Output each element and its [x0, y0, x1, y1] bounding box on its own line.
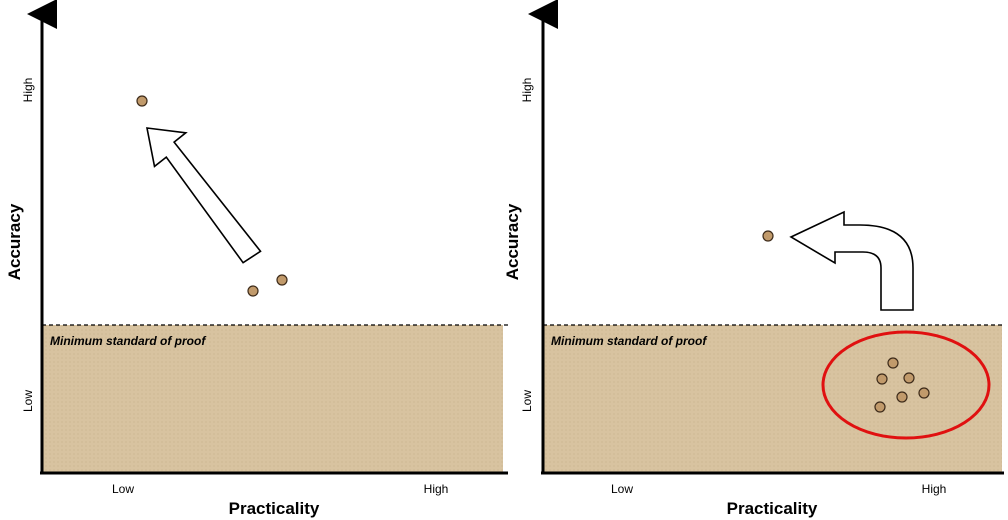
left-panel: Minimum standard of proof Accuracy High … [5, 0, 510, 518]
cluster-point-2 [876, 373, 888, 385]
cluster-point-5 [896, 391, 908, 403]
curved-up-left-arrow-icon [789, 210, 914, 311]
left-point-high [136, 95, 148, 107]
left-point-low-1 [247, 285, 259, 297]
right-x-high-label: High [922, 482, 947, 496]
straight-up-left-arrow-icon [146, 127, 262, 264]
cluster-point-3 [903, 372, 915, 384]
left-threshold-label: Minimum standard of proof [50, 334, 206, 348]
left-below-standard-zone [42, 325, 503, 473]
right-below-standard-zone [543, 325, 1002, 473]
cluster-point-1 [887, 357, 899, 369]
left-y-high-label: High [21, 78, 35, 103]
left-x-axis-title: Practicality [229, 499, 320, 518]
left-y-low-label: Low [21, 390, 35, 412]
right-point-isolated [762, 230, 774, 242]
right-y-low-label: Low [520, 390, 534, 412]
right-x-low-label: Low [611, 482, 633, 496]
right-y-axis-title: Accuracy [503, 203, 522, 280]
left-point-low-2 [276, 274, 288, 286]
cluster-point-4 [918, 387, 930, 399]
right-panel: Minimum standard of proof Accuracy High … [503, 0, 1004, 518]
left-x-low-label: Low [112, 482, 134, 496]
left-x-high-label: High [424, 482, 449, 496]
right-x-axis-title: Practicality [727, 499, 818, 518]
right-threshold-label: Minimum standard of proof [551, 334, 707, 348]
left-y-axis-title: Accuracy [5, 203, 24, 280]
right-y-high-label: High [520, 78, 534, 103]
cluster-highlight-ellipse [821, 330, 991, 440]
cluster-point-6 [874, 401, 886, 413]
